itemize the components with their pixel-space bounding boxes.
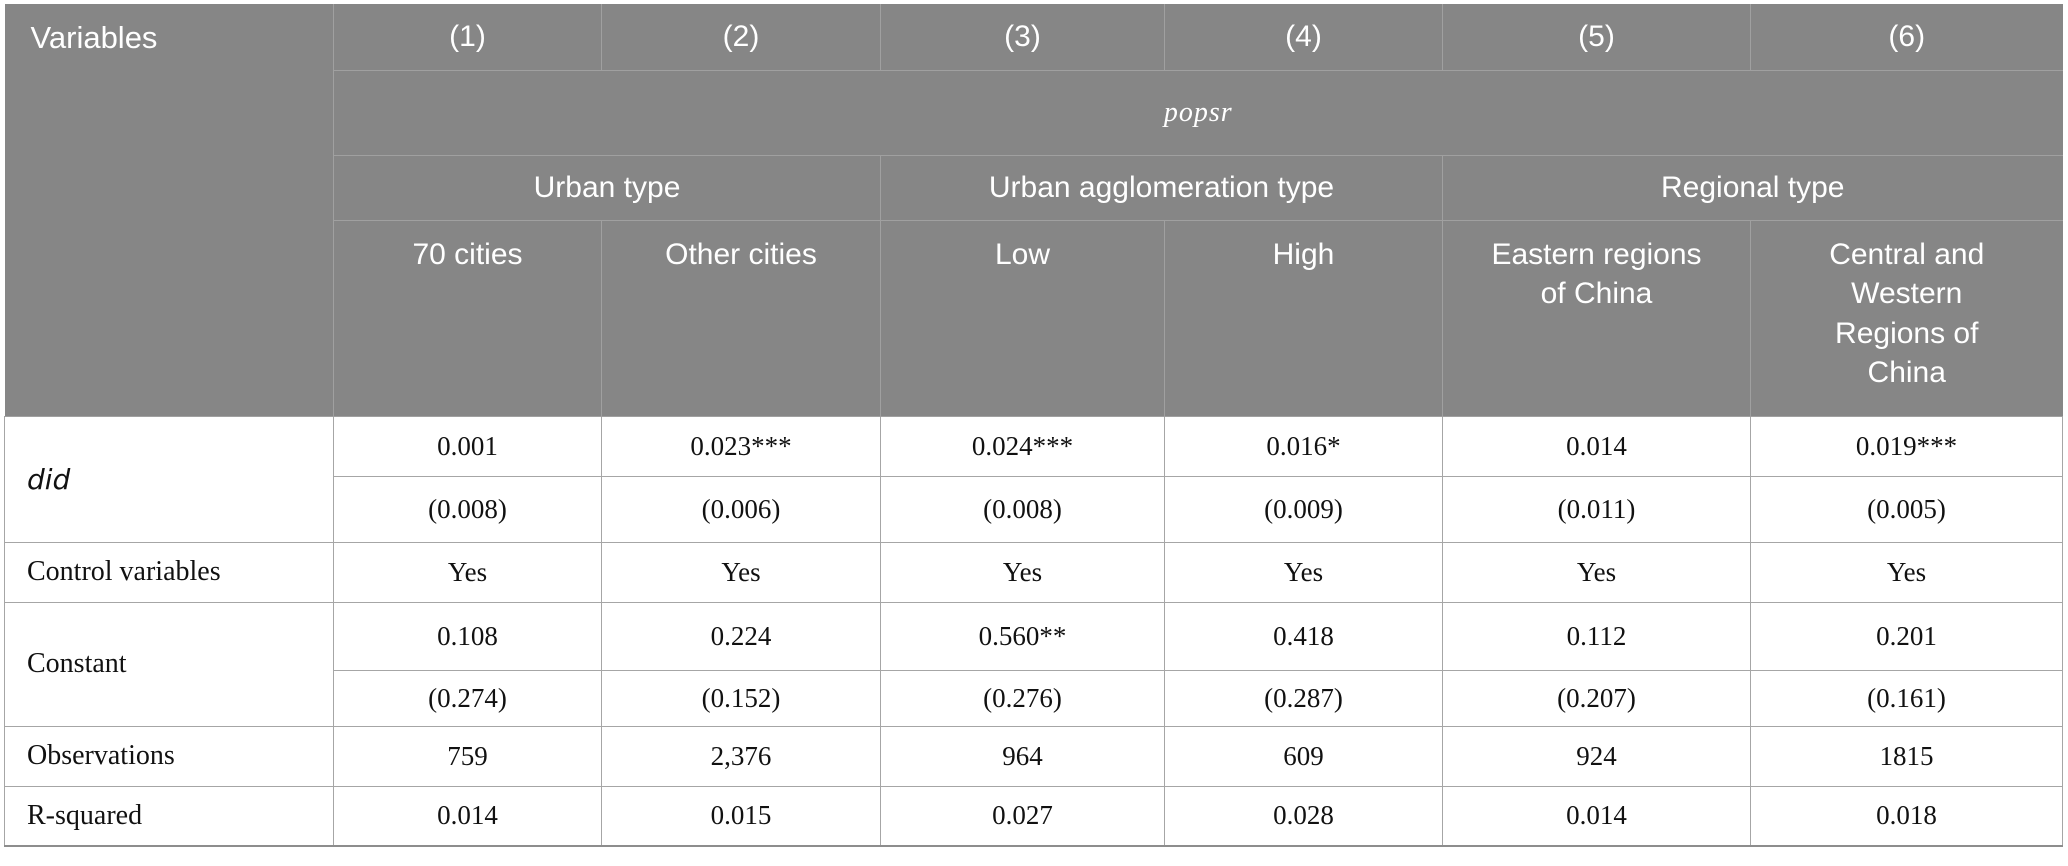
model-column-header-4: (4) [1164,4,1443,71]
constant-se-cell-3: (0.276) [880,669,1165,727]
constant-stderr-row: (0.274) (0.152) (0.276) (0.287) (0.207) … [5,669,2063,727]
did-coefficient-row: did 0.001 0.023*** 0.024*** 0.016* 0.014… [4,415,2063,543]
controls-cell-3: Yes [880,541,1165,603]
did-stderr-row: (0.008) (0.006) (0.008) (0.009) (0.011) … [5,475,2063,543]
group-header-regional-type: Regional type [1442,154,2063,221]
variables-column-header: Variables [4,4,334,417]
did-se-cell-5: (0.011) [1442,475,1751,543]
did-se-cell-3: (0.008) [880,475,1165,543]
r-squared-cell-3: 0.027 [880,785,1165,847]
r-squared-cell-2: 0.015 [601,785,881,847]
constant-se-cell-5: (0.207) [1442,669,1751,727]
constant-coef-cell-1: 0.108 [333,601,602,671]
controls-cell-5: Yes [1442,541,1751,603]
observations-cell-3: 964 [880,725,1165,787]
row-label-control-variables: Control variables [4,541,334,603]
constant-se-cell-6: (0.161) [1750,669,2063,727]
controls-cell-6: Yes [1750,541,2063,603]
did-se-cell-6: (0.005) [1750,475,2063,543]
constant-se-cell-2: (0.152) [601,669,881,727]
did-coef-cell-4: 0.016* [1164,415,1443,477]
subgroup-header-eastern-regions: Eastern regions of China [1442,219,1751,417]
subgroup-header-high: High [1164,219,1443,417]
constant-se-cell-1: (0.274) [333,669,602,727]
group-header-urban-type: Urban type [333,154,881,221]
constant-coef-cell-4: 0.418 [1164,601,1443,671]
observations-cell-5: 924 [1442,725,1751,787]
table-body: did 0.001 0.023*** 0.024*** 0.016* 0.014… [4,415,2063,847]
row-label-constant: Constant [4,601,334,727]
constant-coef-cell-6: 0.201 [1750,601,2063,671]
controls-cell-4: Yes [1164,541,1443,603]
constant-coef-cell-2: 0.224 [601,601,881,671]
did-se-cell-1: (0.008) [333,475,602,543]
row-label-did: did [4,415,334,543]
did-coef-cell-1: 0.001 [333,415,602,477]
controls-cell-1: Yes [333,541,602,603]
dependent-variable-header: popsr [333,69,2063,156]
subgroup-header-other-cities: Other cities [601,219,881,417]
model-column-header-2: (2) [601,4,881,71]
constant-coefficient-row: Constant 0.108 0.224 0.560** 0.418 0.112… [4,601,2063,727]
group-header-urban-agglomeration-type: Urban agglomeration type [880,154,1443,221]
model-column-header-3: (3) [880,4,1165,71]
observations-cell-2: 2,376 [601,725,881,787]
regression-results-table: Variables (1) (2) (3) (4) (5) (6) popsr … [4,4,2063,847]
did-coef-cell-6: 0.019*** [1750,415,2063,477]
model-column-header-6: (6) [1750,4,2063,71]
did-coef-cell-3: 0.024*** [880,415,1165,477]
observations-cell-1: 759 [333,725,602,787]
control-variables-row: Control variables Yes Yes Yes Yes Yes Ye… [4,541,2063,603]
subgroup-header-central-western-regions: Central and Western Regions of China [1750,219,2063,417]
did-se-cell-4: (0.009) [1164,475,1443,543]
constant-coef-cell-5: 0.112 [1442,601,1751,671]
constant-coef-cell-3: 0.560** [880,601,1165,671]
did-coef-cell-2: 0.023*** [601,415,881,477]
model-column-header-5: (5) [1442,4,1751,71]
observations-cell-4: 609 [1164,725,1443,787]
r-squared-cell-5: 0.014 [1442,785,1751,847]
table-header: Variables (1) (2) (3) (4) (5) (6) popsr … [4,4,2063,417]
r-squared-cell-1: 0.014 [333,785,602,847]
controls-cell-2: Yes [601,541,881,603]
observations-cell-6: 1815 [1750,725,2063,787]
constant-se-cell-4: (0.287) [1164,669,1443,727]
observations-row: Observations 759 2,376 964 609 924 1815 [4,725,2063,787]
model-column-header-1: (1) [333,4,602,71]
row-label-r-squared: R-squared [4,785,334,847]
r-squared-row: R-squared 0.014 0.015 0.027 0.028 0.014 … [4,785,2063,847]
subgroup-header-70-cities: 70 cities [333,219,602,417]
subgroup-header-low: Low [880,219,1165,417]
r-squared-cell-6: 0.018 [1750,785,2063,847]
did-se-cell-2: (0.006) [601,475,881,543]
row-label-observations: Observations [4,725,334,787]
r-squared-cell-4: 0.028 [1164,785,1443,847]
did-coef-cell-5: 0.014 [1442,415,1751,477]
